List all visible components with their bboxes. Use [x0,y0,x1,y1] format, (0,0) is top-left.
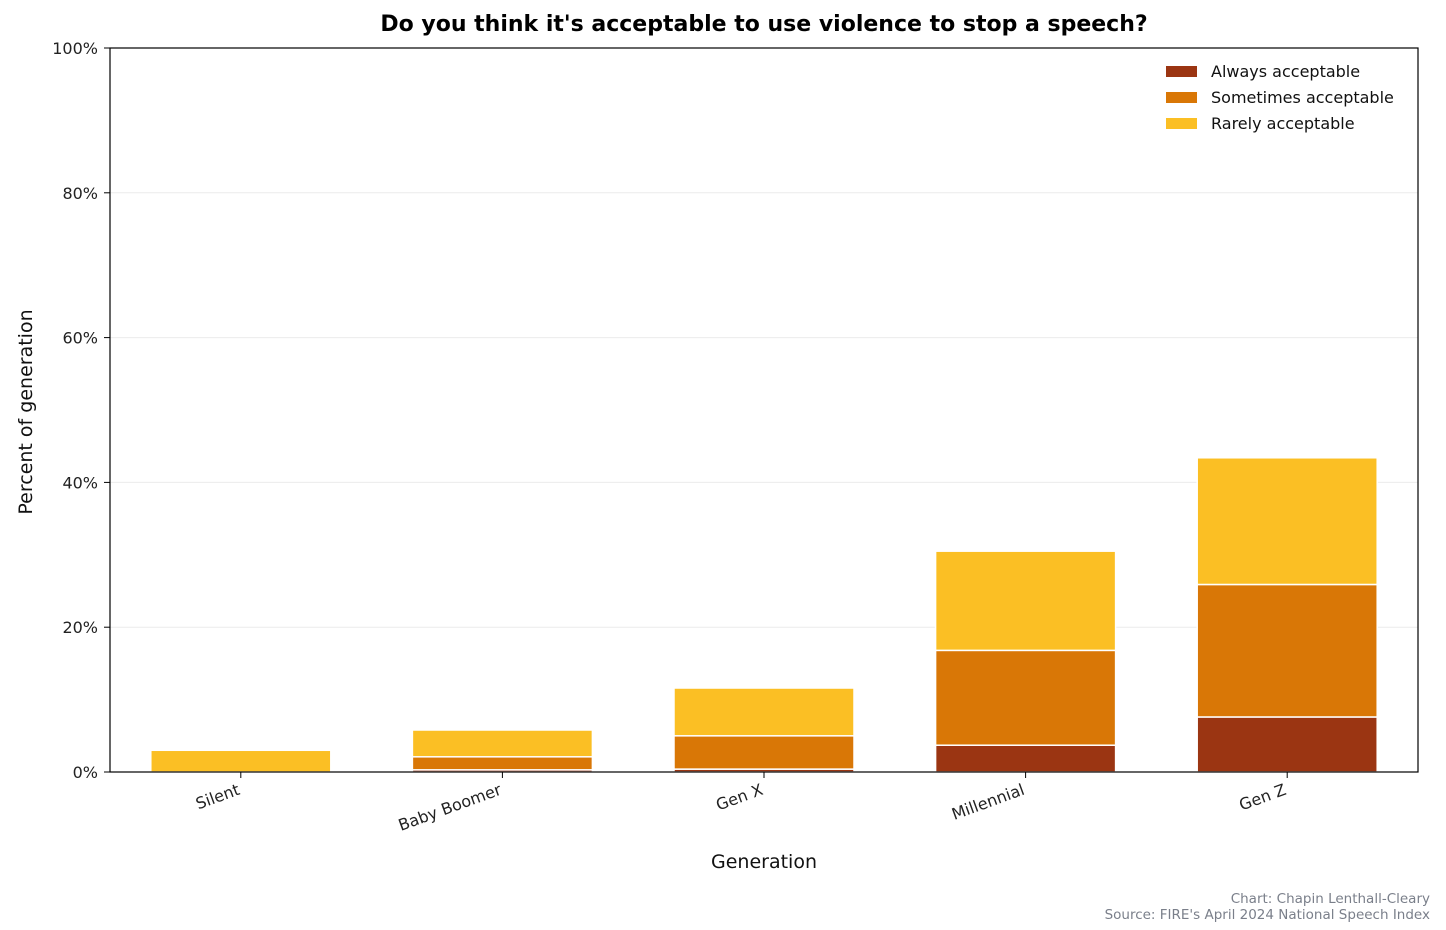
bar-segment [1196,583,1378,718]
y-axis-label: Percent of generation [15,309,37,514]
x-tick-label: Millennial [949,780,1027,824]
legend-swatch [1166,118,1197,129]
x-tick-label: Baby Boomer [396,780,504,835]
x-tick-label: Gen X [713,780,765,814]
bar-segment [934,744,1117,773]
y-tick-label: 60% [62,329,98,348]
legend: Always acceptable Sometimes acceptable Rar… [1166,62,1394,133]
bar-segment [673,687,855,737]
bar-segment [934,649,1117,746]
x-axis-label: Generation [711,851,817,873]
legend-swatch [1166,66,1197,77]
x-axis-ticks: Silent Baby Boomer Gen X Millennial Gen Z [193,772,1289,835]
y-tick-label: 40% [62,473,98,492]
x-tick-label: Gen Z [1237,780,1289,814]
bar-segment [411,729,594,758]
legend-label: Sometimes acceptable [1211,88,1394,107]
bar-segment [150,749,332,773]
bar-segment [411,756,594,771]
credit-chart: Chart: Chapin Lenthall-Cleary [1231,891,1430,907]
bar-segment [673,735,855,770]
y-tick-label: 100% [52,39,98,58]
y-tick-label: 80% [62,184,98,203]
y-tick-label: 20% [62,618,98,637]
legend-label: Always acceptable [1211,62,1360,81]
credit-source: Source: FIRE's April 2024 National Speec… [1105,907,1430,923]
y-tick-label: 0% [73,763,98,782]
legend-swatch [1166,92,1197,103]
y-axis-ticks: 0% 20% 40% 60% 80% 100% [52,39,110,782]
x-tick-label: Silent [193,780,242,813]
bar-segment [1196,716,1378,773]
chart-title: Do you think it's acceptable to use viol… [380,12,1147,37]
bar-segment [934,550,1117,652]
legend-label: Rarely acceptable [1211,114,1355,133]
bar-segment [1196,457,1378,586]
bars [150,457,1378,773]
